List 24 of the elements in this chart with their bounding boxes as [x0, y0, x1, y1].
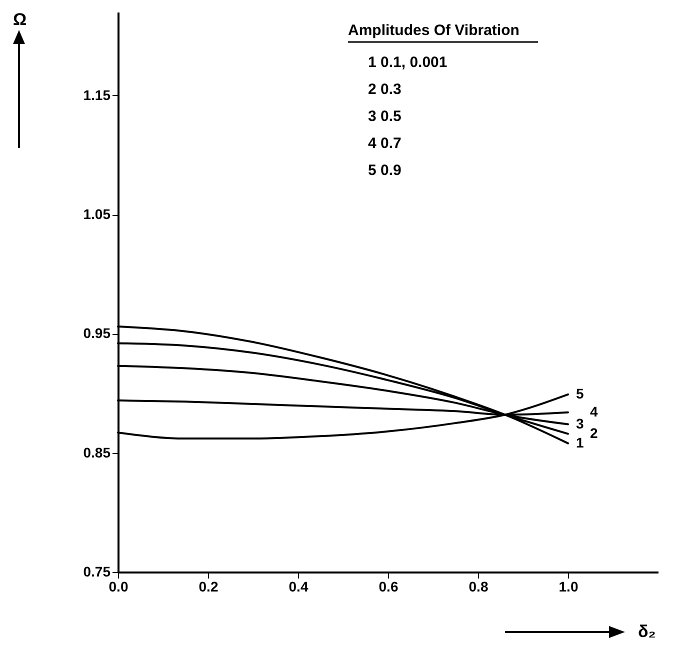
x-tick-label: 0.2 [198, 578, 218, 594]
y-tick-label: 1.05 [83, 206, 111, 222]
series-label: 5 [576, 385, 584, 402]
annotation: 4 0.7 [368, 135, 402, 152]
x-axis-title: δ₂ [638, 622, 656, 641]
series-label: 3 [576, 415, 584, 432]
legend-title: Amplitudes Of Vibration [348, 22, 520, 39]
series-label: 1 [576, 434, 584, 450]
y-tick-label: 1.15 [83, 86, 111, 103]
series-label: 2 [590, 424, 598, 441]
annotation: 3 0.5 [368, 108, 402, 125]
x-tick-label: 0.8 [468, 578, 488, 594]
y-tick-label: 0.75 [83, 564, 111, 580]
y-tick-label: 0.85 [83, 444, 111, 460]
y-tick-label: 0.95 [83, 325, 111, 342]
series-label: 4 [590, 403, 598, 420]
x-tick-label: 1.0 [558, 578, 578, 594]
y-axis-title: Ω [13, 10, 27, 29]
x-tick-label: 0.0 [108, 578, 128, 594]
annotation: 5 0.9 [368, 162, 402, 179]
x-tick-label: 0.4 [288, 578, 308, 594]
annotation: 2 0.3 [368, 81, 402, 98]
x-tick-label: 0.6 [378, 578, 398, 594]
annotation: 1 0.1, 0.001 [368, 54, 448, 71]
